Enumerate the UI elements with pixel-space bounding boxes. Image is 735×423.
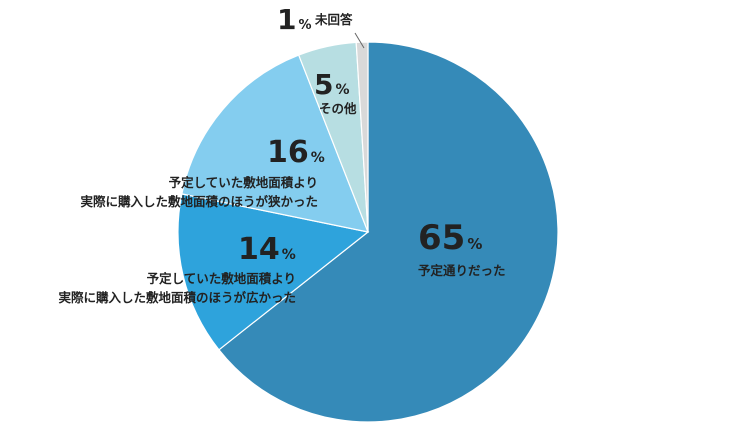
pie-slice-4	[355, 41, 369, 233]
slice-percent-unit: %	[311, 150, 325, 166]
pie-slice-2	[181, 54, 369, 233]
slice-label-0-line-0: 予定通りだった	[418, 263, 506, 278]
slice-label-1-line-1: 実際に購入した敷地面積のほうが広かった	[58, 290, 296, 305]
slice-percent-value: 16	[267, 135, 309, 170]
slice-percent-value: 5	[314, 68, 333, 101]
slice-percent-4: 1%	[277, 3, 312, 36]
slice-label-2-line-0: 予定していた敷地面積より	[169, 175, 318, 190]
slice-percent-value: 1	[277, 3, 296, 36]
slice-percent-unit: %	[298, 18, 311, 33]
slice-percent-unit: %	[282, 247, 296, 263]
slice-label-3-line-0: その他	[319, 101, 357, 116]
slice-percent-unit: %	[335, 82, 349, 98]
slice-percent-value: 65	[418, 218, 465, 258]
slice-label-1-line-0: 予定していた敷地面積より	[147, 271, 296, 286]
slice-percent-unit: %	[467, 235, 482, 253]
slice-percent-2: 16%	[267, 135, 325, 170]
slice-percent-value: 14	[238, 232, 280, 267]
slice-percent-3: 5%	[314, 68, 350, 101]
slice-label-2-line-1: 実際に購入した敷地面積のほうが狭かった	[80, 194, 318, 209]
pie-slice-1	[177, 193, 370, 351]
slice-percent-1: 14%	[238, 232, 296, 267]
pie-slices	[177, 41, 559, 423]
slice-label-4-line-0: 未回答	[314, 12, 353, 27]
leader-line-no-answer	[354, 32, 365, 49]
slice-percent-0: 65%	[418, 218, 482, 258]
pie-slice-0	[218, 41, 559, 423]
